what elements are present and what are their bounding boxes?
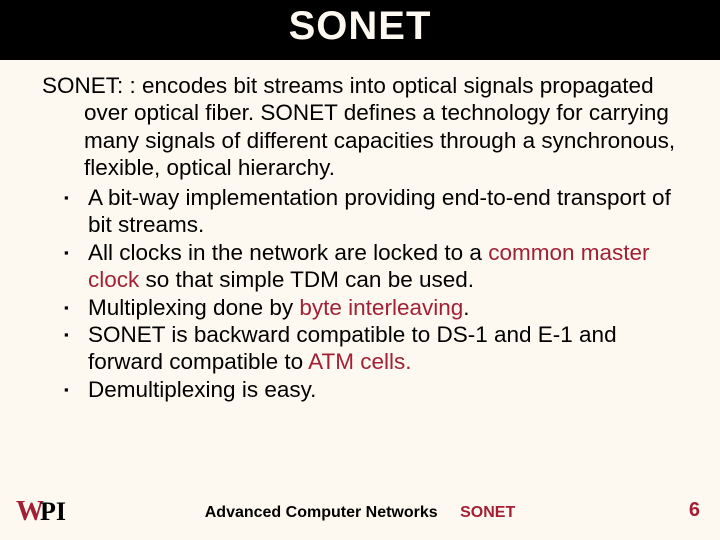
footer-text: Advanced Computer Networks SONET [0,504,720,522]
footer-course: Advanced Computer Networks [205,504,438,521]
list-item: All clocks in the network are locked to … [70,239,678,294]
intro-lead: SONET: : [42,73,142,98]
list-item: SONET is backward compatible to DS-1 and… [70,321,678,376]
intro-paragraph: SONET: : encodes bit streams into optica… [42,72,678,182]
list-item: A bit-way implementation providing end-t… [70,184,678,239]
list-item: Multiplexing done by byte interleaving. [70,294,678,321]
bullet-list: A bit-way implementation providing end-t… [42,184,678,404]
slide-content: SONET: : encodes bit streams into optica… [0,60,720,403]
intro-rest: encodes bit streams into optical signals… [84,73,675,180]
footer-topic: SONET [460,504,515,521]
slide-footer: WPI Advanced Computer Networks SONET 6 [0,488,720,528]
list-item: Demultiplexing is easy. [70,376,678,403]
slide-title: SONET [0,4,720,49]
title-bar: SONET [0,0,720,60]
page-number: 6 [689,499,700,522]
